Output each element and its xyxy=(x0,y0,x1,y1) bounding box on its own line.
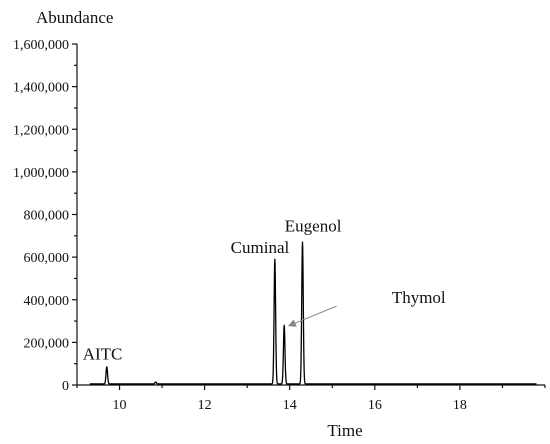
x-tick-label: 10 xyxy=(113,398,127,413)
y-tick-label: 1,200,000 xyxy=(13,123,69,138)
x-axis-title: Time xyxy=(327,421,362,440)
y-tick-label: 400,000 xyxy=(24,294,70,309)
thymol-arrow xyxy=(287,305,337,327)
y-tick-label: 1,600,000 xyxy=(13,38,69,53)
peak-annotation: Eugenol xyxy=(285,217,342,236)
y-tick-label: 200,000 xyxy=(24,336,70,351)
axes xyxy=(76,44,545,386)
peak-annotation: Cuminal xyxy=(231,238,290,257)
y-tick-label: 600,000 xyxy=(24,251,70,266)
y-tick-label: 1,400,000 xyxy=(13,81,69,96)
trace-layer xyxy=(89,241,537,385)
tick-marks xyxy=(72,43,546,390)
y-tick-label: 800,000 xyxy=(24,209,70,224)
peak-annotation: AITC xyxy=(83,344,123,363)
chromatogram-trace xyxy=(89,241,537,385)
y-axis-title: Abundance xyxy=(36,8,113,27)
x-tick-label: 14 xyxy=(283,398,297,413)
peak-annotation: Thymol xyxy=(392,288,446,307)
x-tick-label: 18 xyxy=(453,398,467,413)
x-tick-label: 16 xyxy=(368,398,382,413)
y-tick-label: 0 xyxy=(62,379,69,394)
x-tick-label: 12 xyxy=(198,398,212,413)
y-tick-label: 1,000,000 xyxy=(13,166,69,181)
labels-layer: 0 200,000 400,000 600,000 800,000 1,000,000 1,… xyxy=(13,8,467,440)
